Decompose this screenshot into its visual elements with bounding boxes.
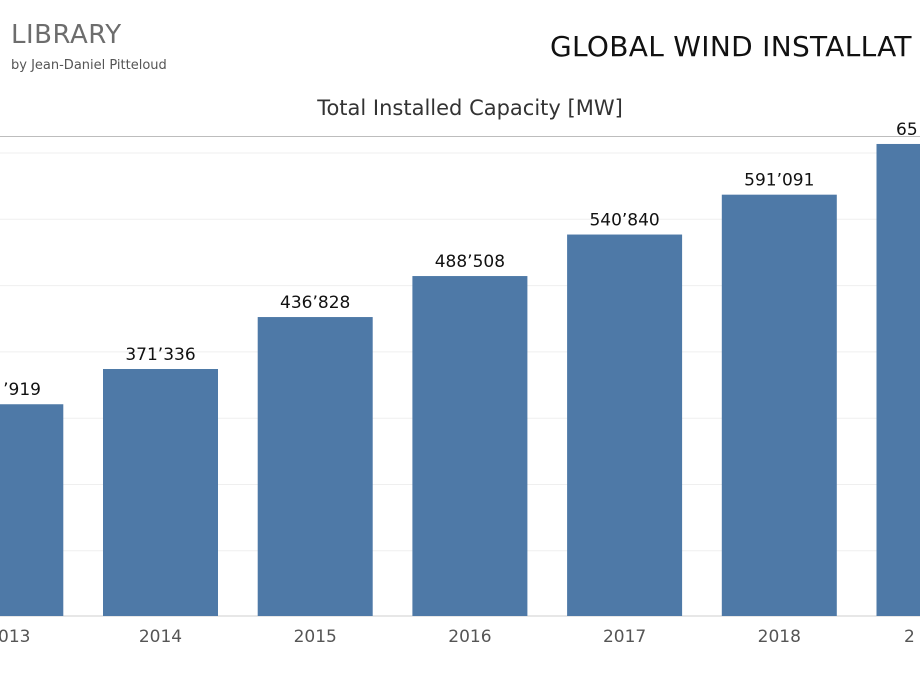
value-label: 591’091: [744, 171, 814, 191]
chart-title: Total Installed Capacity [MW]: [317, 96, 623, 120]
x-tick-label: 013: [0, 627, 30, 647]
bar-1: [103, 369, 218, 616]
x-tick-label: 2018: [758, 627, 801, 647]
bar-4: [567, 234, 683, 616]
x-tick-label: 2016: [448, 627, 491, 647]
dashboard-title: GLOBAL WIND INSTALLAT: [550, 30, 912, 63]
x-tick-label: 2: [904, 627, 915, 647]
library-label: LIBRARY: [11, 20, 122, 50]
value-label: 488’508: [435, 252, 505, 272]
x-tick-label: 2015: [294, 627, 337, 647]
bar-3: [412, 276, 528, 616]
value-label: 65: [896, 120, 918, 140]
author-byline: by Jean-Daniel Pitteloud: [11, 58, 167, 73]
bar-6: [876, 143, 920, 616]
bar-2: [257, 317, 373, 616]
value-label: 371’336: [125, 345, 195, 365]
value-label: ’919: [3, 380, 41, 400]
title-divider: [0, 136, 920, 137]
value-label: 540’840: [589, 211, 659, 231]
x-tick-label: 2014: [139, 627, 182, 647]
value-label: 436’828: [280, 293, 350, 313]
bar-0: [0, 404, 64, 616]
bar-5: [721, 194, 837, 617]
x-tick-label: 2017: [603, 627, 646, 647]
